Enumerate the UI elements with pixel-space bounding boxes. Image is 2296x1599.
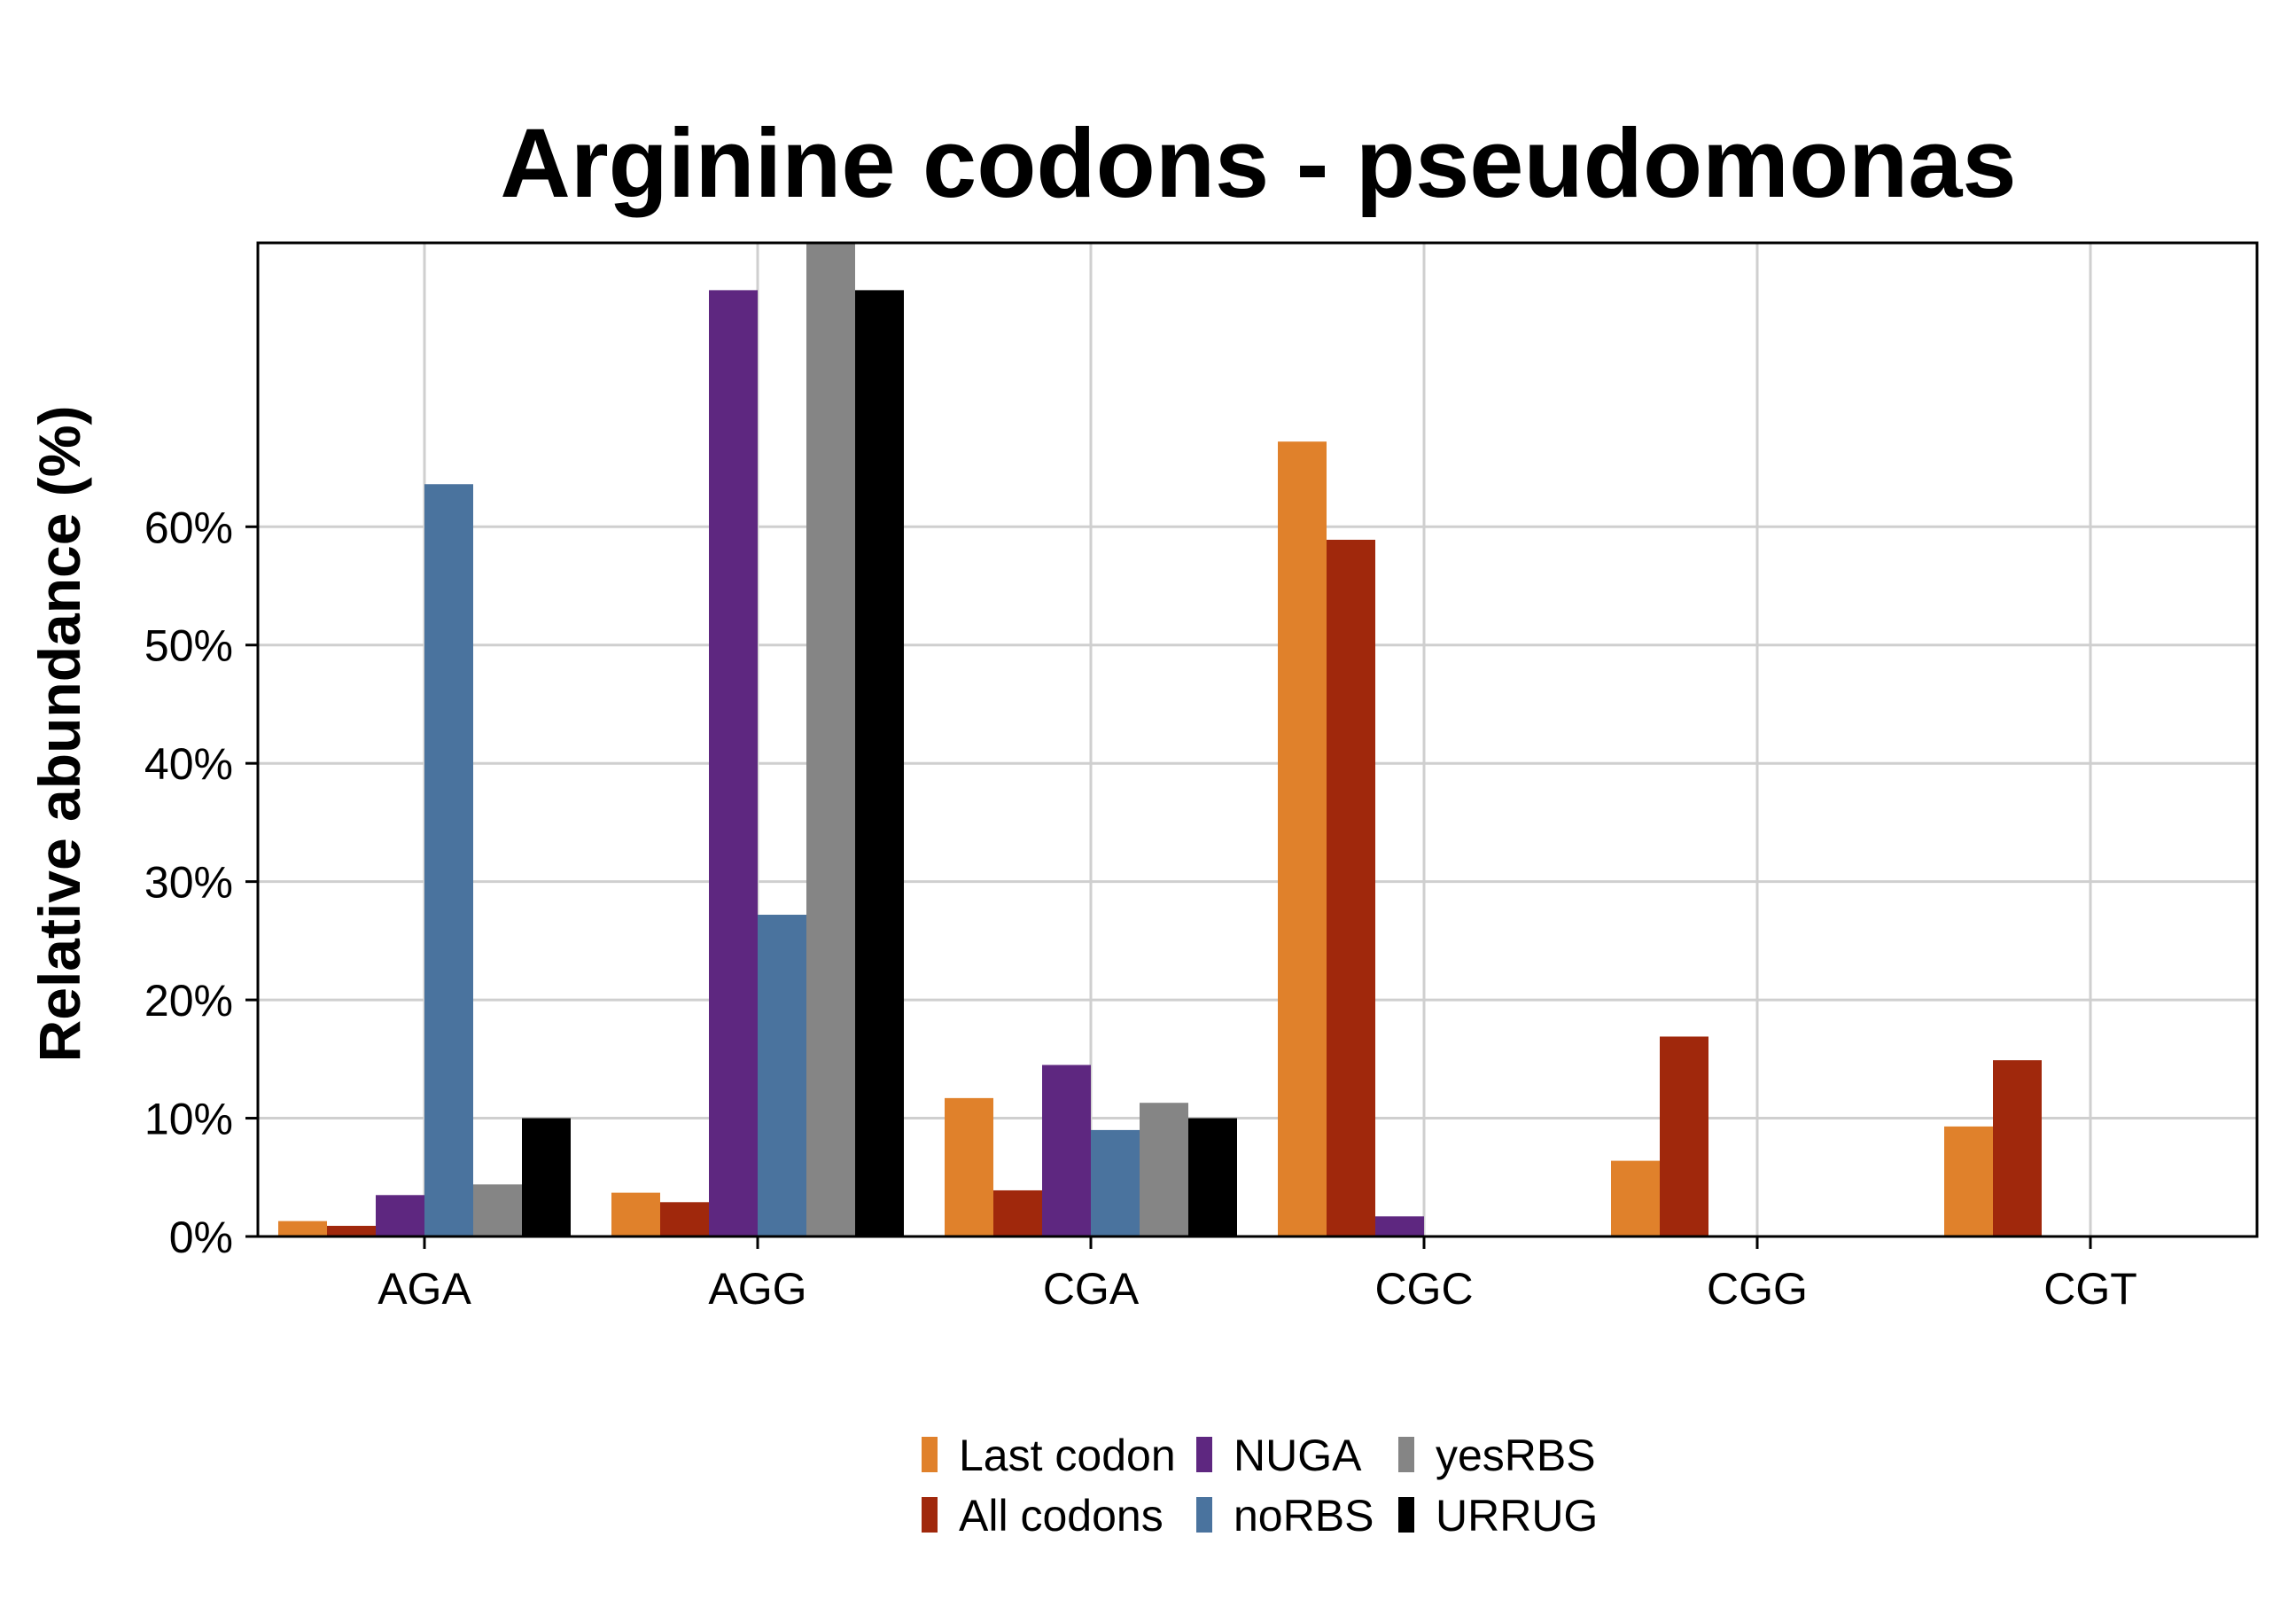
x-axis-ticks: AGA AGG CGA CGC CGG CGT: [377, 1236, 2137, 1314]
legend-swatch: [1398, 1497, 1414, 1533]
bar-norbs-aga: [424, 484, 473, 1236]
legend: Last codon All codons NUGA noRBS yesRBS URRUG: [922, 1431, 1598, 1540]
y-tick-label: 40%: [144, 739, 233, 789]
chart-title: Arginine codons - pseudomonas: [500, 109, 2016, 218]
x-tick-label: CGC: [1374, 1264, 1473, 1314]
x-tick-label: CGG: [1707, 1264, 1808, 1314]
grid-lines: [258, 243, 2257, 1238]
bar-urrug-cga: [1188, 1118, 1237, 1236]
legend-label: Last codon: [959, 1431, 1176, 1480]
legend-swatch: [1196, 1437, 1212, 1472]
bar-urrug-agg: [855, 290, 904, 1236]
y-axis-ticks: 0% 10% 20% 30% 40% 50% 60%: [144, 503, 258, 1262]
y-tick-label: 10%: [144, 1095, 233, 1144]
bar-nuga-aga: [376, 1195, 424, 1236]
x-tick-label: AGG: [708, 1264, 806, 1314]
plot-frame: [256, 241, 2259, 1238]
legend-swatch: [1398, 1437, 1414, 1472]
bar-last-codon-cgc: [1278, 441, 1327, 1236]
y-tick-label: 60%: [144, 503, 233, 552]
bars: [278, 243, 2042, 1236]
legend-label: yesRBS: [1436, 1431, 1596, 1480]
bar-yesrbs-cga: [1140, 1103, 1188, 1236]
legend-label: All codons: [959, 1491, 1164, 1540]
bar-all-codons-cgc: [1327, 539, 1375, 1236]
y-tick-label: 50%: [144, 621, 233, 671]
bar-nuga-cgc: [1375, 1216, 1424, 1236]
legend-label: noRBS: [1234, 1491, 1374, 1540]
x-tick-label: CGA: [1043, 1264, 1140, 1314]
x-tick-label: AGA: [377, 1264, 471, 1314]
bar-norbs-agg: [758, 915, 806, 1236]
y-axis-label: Relative abundance (%): [27, 406, 92, 1063]
legend-swatch: [1196, 1497, 1212, 1533]
y-tick-label: 30%: [144, 858, 233, 908]
bar-all-codons-agg: [660, 1202, 709, 1236]
bar-all-codons-cga: [993, 1190, 1042, 1236]
y-tick-label: 20%: [144, 976, 233, 1026]
legend-label: NUGA: [1234, 1431, 1362, 1480]
bar-norbs-cga: [1091, 1129, 1140, 1236]
bar-last-codon-agg: [611, 1192, 660, 1236]
legend-swatch: [922, 1497, 938, 1533]
legend-swatch: [922, 1437, 938, 1472]
y-tick-label: 0%: [169, 1213, 233, 1262]
bar-yesrbs-aga: [473, 1184, 522, 1236]
bar-nuga-cga: [1042, 1065, 1091, 1236]
bar-nuga-agg: [709, 290, 758, 1236]
bar-last-codon-cgg: [1611, 1160, 1660, 1236]
legend-label: URRUG: [1436, 1491, 1598, 1540]
bar-yesrbs-agg: [806, 243, 855, 1236]
bar-last-codon-cga: [945, 1097, 993, 1236]
bar-all-codons-cgg: [1660, 1036, 1708, 1236]
bar-urrug-aga: [522, 1118, 571, 1236]
bar-all-codons-cgt: [1993, 1060, 2042, 1236]
x-tick-label: CGT: [2043, 1264, 2137, 1314]
bar-last-codon-aga: [278, 1221, 327, 1236]
bar-last-codon-cgt: [1944, 1126, 1993, 1236]
bar-all-codons-aga: [327, 1225, 376, 1236]
